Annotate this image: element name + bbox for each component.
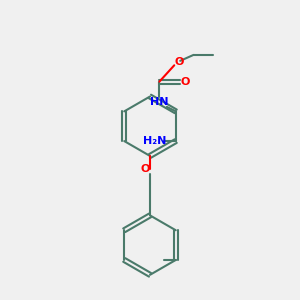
Text: H₂N: H₂N [143, 136, 166, 146]
Text: O: O [181, 76, 190, 87]
Text: HN: HN [150, 98, 169, 107]
Text: O: O [174, 57, 183, 67]
Text: O: O [141, 164, 150, 174]
